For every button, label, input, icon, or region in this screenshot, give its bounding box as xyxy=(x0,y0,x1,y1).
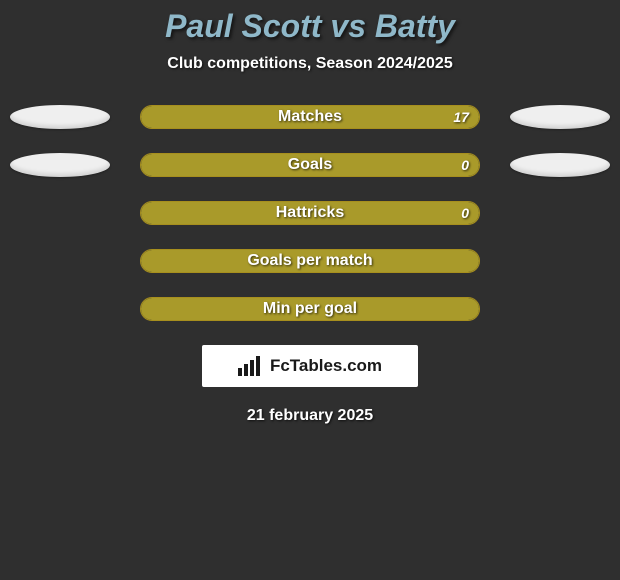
date-text: 21 february 2025 xyxy=(247,407,373,425)
stat-bar-fill xyxy=(141,250,479,272)
comparison-infographic: Paul Scott vs Batty Club competitions, S… xyxy=(0,0,620,580)
stat-bar-fill xyxy=(141,202,479,224)
logo-text: FcTables.com xyxy=(270,356,382,376)
stat-bar-fill xyxy=(141,154,479,176)
left-ellipse-icon xyxy=(10,153,110,177)
stat-bar: Matches17 xyxy=(140,105,480,129)
stat-bar: Min per goal xyxy=(140,297,480,321)
logo-box: FcTables.com xyxy=(202,345,418,387)
stat-row: Goals0 xyxy=(0,153,620,177)
stat-bar-fill xyxy=(141,106,479,128)
stat-row: Matches17 xyxy=(0,105,620,129)
left-ellipse-icon xyxy=(10,105,110,129)
stat-row: Min per goal xyxy=(0,297,620,321)
stat-rows: Matches17 Goals0 Hattricks0 Goals per match… xyxy=(0,105,620,321)
stat-value-right: 0 xyxy=(461,154,469,176)
stat-value-right: 17 xyxy=(453,106,469,128)
right-ellipse-icon xyxy=(510,105,610,129)
stat-row: Hattricks0 xyxy=(0,201,620,225)
page-title: Paul Scott vs Batty xyxy=(165,8,455,45)
stat-bar-fill xyxy=(141,298,479,320)
stat-bar: Goals per match xyxy=(140,249,480,273)
right-ellipse-icon xyxy=(510,153,610,177)
stat-row: Goals per match xyxy=(0,249,620,273)
page-subtitle: Club competitions, Season 2024/2025 xyxy=(167,55,452,73)
logo-bars-icon xyxy=(238,356,264,376)
stat-bar: Hattricks0 xyxy=(140,201,480,225)
stat-bar: Goals0 xyxy=(140,153,480,177)
stat-value-right: 0 xyxy=(461,202,469,224)
